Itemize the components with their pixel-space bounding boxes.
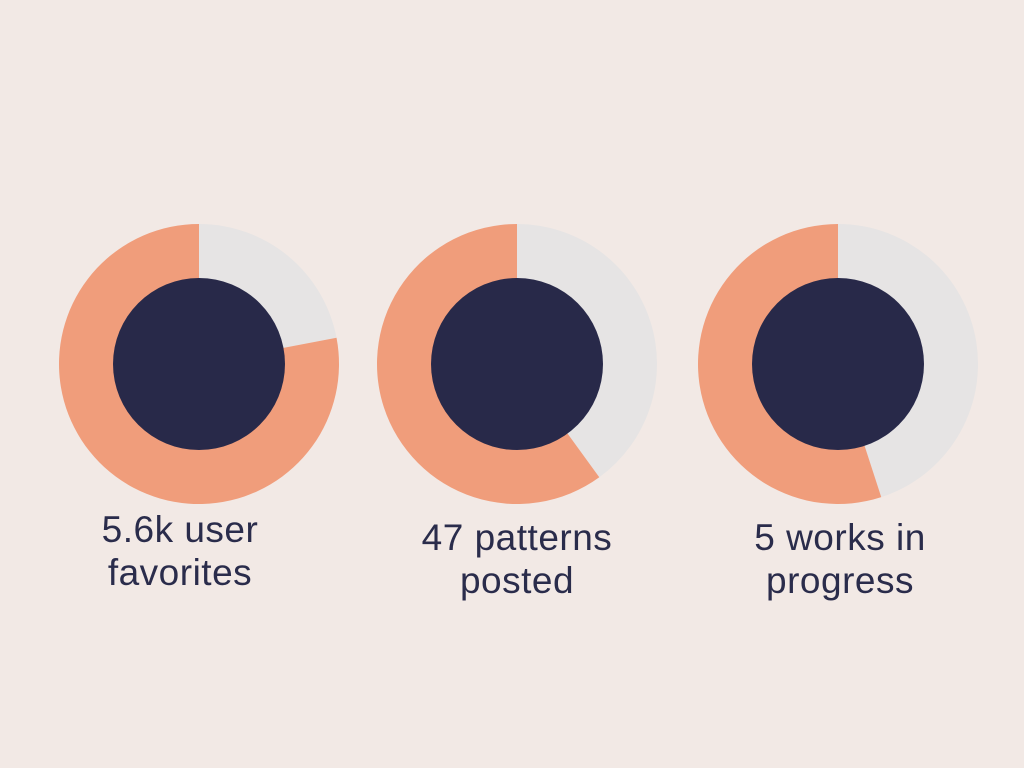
favorites-donut-chart [58,224,339,504]
patterns-label-line-1: 47 patterns [421,517,613,558]
favorites-center-circle [113,278,285,450]
patterns-label: 47 patterns posted [357,516,677,602]
favorites-label-line-1: 5.6k user [101,509,259,550]
favorites-label: 5.6k user favorites [20,508,340,594]
works-donut-chart [698,224,979,504]
patterns-label-line-2: posted [459,560,575,601]
favorites-label-line-2: favorites [107,552,253,593]
works-label-line-2: progress [766,560,914,601]
patterns-center-circle [431,278,603,450]
works-center-circle [752,278,924,450]
patterns-donut-chart [376,224,657,504]
works-label: 5 works in progress [680,516,1000,602]
works-label-line-1: 5 works in [754,517,926,558]
